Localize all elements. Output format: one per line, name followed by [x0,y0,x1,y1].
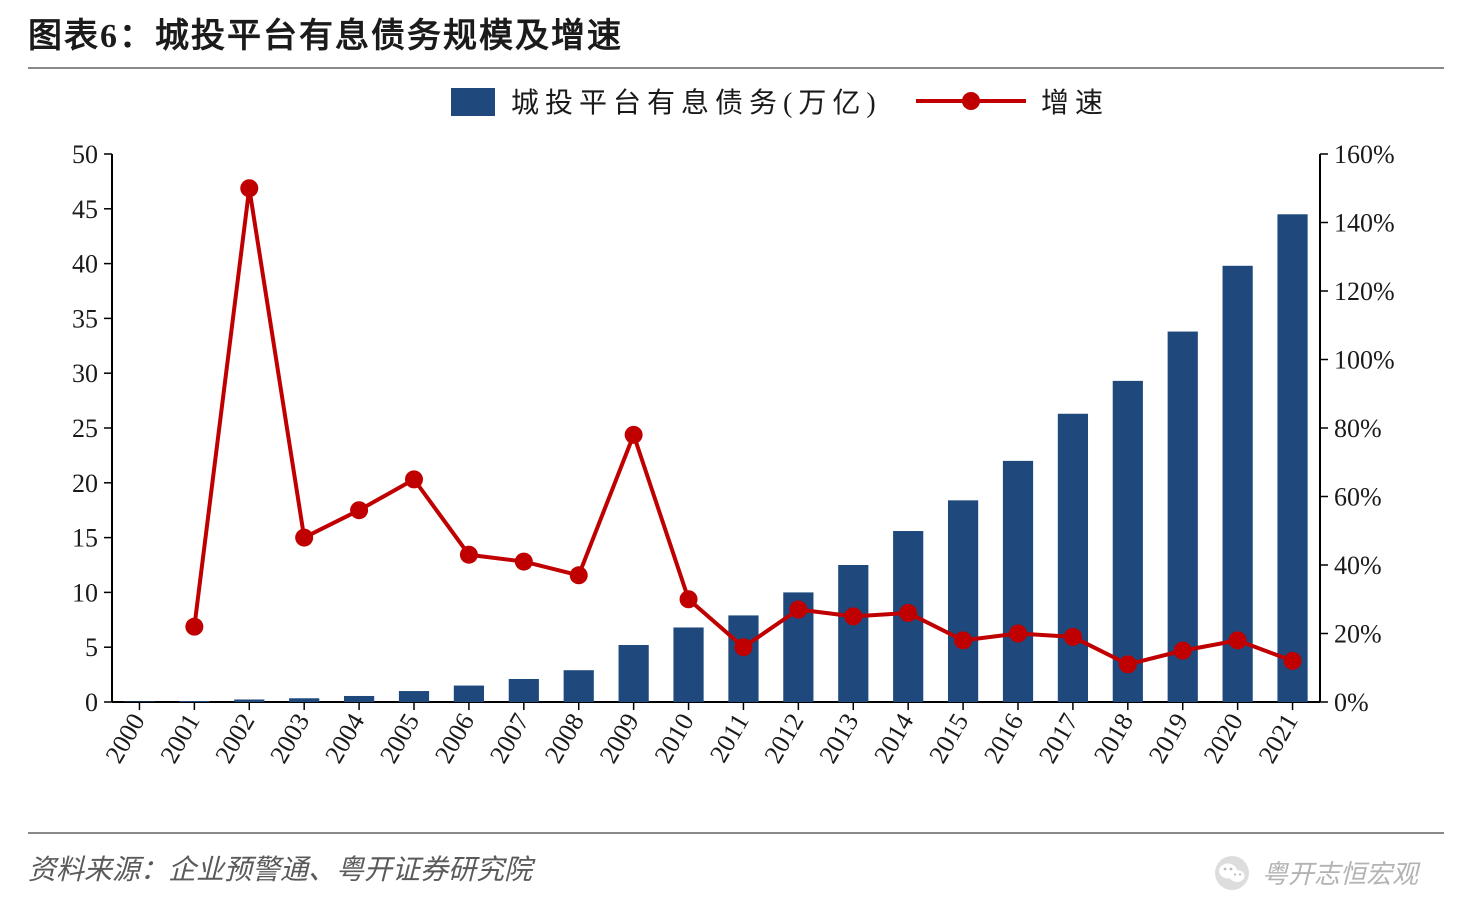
growth-marker [570,566,588,584]
yleft-label: 45 [72,195,98,224]
growth-marker [899,604,917,622]
x-label: 2001 [154,709,205,769]
x-label: 2008 [539,709,590,769]
growth-marker [240,179,258,197]
x-label: 2006 [429,709,480,769]
footer-divider [28,832,1444,834]
yright-label: 160% [1334,140,1395,169]
yright-label: 40% [1334,551,1382,580]
watermark-text: 粤开志恒宏观 [1262,854,1418,891]
growth-marker [1229,631,1247,649]
x-label: 2020 [1198,709,1249,769]
wechat-icon [1214,855,1250,891]
growth-marker [1284,652,1302,670]
growth-marker [460,546,478,564]
x-label: 2013 [813,709,864,769]
bar [948,500,978,702]
x-label: 2015 [923,709,974,769]
x-label: 2010 [649,709,700,769]
legend-line-label: 增速 [1041,87,1109,119]
source-text: 资料来源：企业预警通、粤开证券研究院 [28,848,532,888]
growth-marker [954,631,972,649]
legend-bar-swatch [451,88,495,116]
growth-marker [295,529,313,547]
yright-label: 80% [1334,414,1382,443]
yright-label: 0% [1334,688,1369,717]
bar [454,686,484,702]
bar [838,565,868,702]
x-label: 2011 [704,709,755,768]
yleft-label: 5 [85,633,98,662]
x-label: 2012 [758,709,809,769]
bar [234,699,264,702]
growth-marker [844,607,862,625]
yleft-label: 15 [72,524,98,553]
yleft-label: 20 [72,469,98,498]
chart-title: 图表6：城投平台有息债务规模及增速 [28,18,623,55]
bar [509,679,539,702]
yright-label: 100% [1334,346,1395,375]
growth-marker [1174,642,1192,660]
bar [289,698,319,702]
watermark: 粤开志恒宏观 [1214,854,1418,891]
yright-label: 140% [1334,209,1395,238]
chart-area: 城投平台有息债务(万亿) 增速 0 5 10 15 20 25 30 35 40 45 50 0% 20% 4… [28,70,1444,832]
growth-marker [1009,625,1027,643]
yleft-label: 40 [72,250,98,279]
bar [1003,461,1033,702]
bar [399,691,429,702]
legend-line-marker [962,92,980,110]
x-label: 2005 [374,709,425,769]
legend-bar-label: 城投平台有息债务(万亿) [511,87,882,119]
yleft-label: 30 [72,359,98,388]
growth-marker [515,553,533,571]
x-label: 2017 [1033,709,1084,769]
bar [673,627,703,702]
bar [1277,214,1307,702]
x-label: 2000 [100,709,151,769]
growth-marker [1064,628,1082,646]
bar [1058,414,1088,702]
growth-marker [789,601,807,619]
growth-marker [185,618,203,636]
x-label: 2021 [1253,709,1304,769]
yright-label: 120% [1334,277,1395,306]
yleft-label: 0 [85,688,98,717]
yleft-label: 35 [72,304,98,333]
x-label: 2009 [594,709,645,769]
growth-marker [734,638,752,656]
x-label: 2004 [319,709,370,769]
bar [344,696,374,702]
growth-marker [405,470,423,488]
growth-marker [625,426,643,444]
bar [1113,381,1143,702]
x-label: 2018 [1088,709,1139,769]
chart-svg: 城投平台有息债务(万亿) 增速 0 5 10 15 20 25 30 35 40 45 50 0% 20% 4… [28,70,1444,832]
growth-marker [350,501,368,519]
yright-label: 20% [1334,620,1382,649]
bar [728,615,758,702]
x-label: 2016 [978,709,1029,769]
yleft-label: 10 [72,578,98,607]
x-label: 2007 [484,709,535,769]
x-label: 2019 [1143,709,1194,769]
growth-marker [1119,655,1137,673]
x-label: 2003 [264,709,315,769]
yleft-label: 25 [72,414,98,443]
yleft-label: 50 [72,140,98,169]
bar [124,701,154,702]
x-label: 2002 [209,709,260,769]
growth-marker [680,590,698,608]
yright-label: 60% [1334,483,1382,512]
bar [619,645,649,702]
chart-title-bar: 图表6：城投平台有息债务规模及增速 [28,8,1444,69]
bar [564,670,594,702]
bar [179,701,209,702]
x-label: 2014 [868,709,919,769]
